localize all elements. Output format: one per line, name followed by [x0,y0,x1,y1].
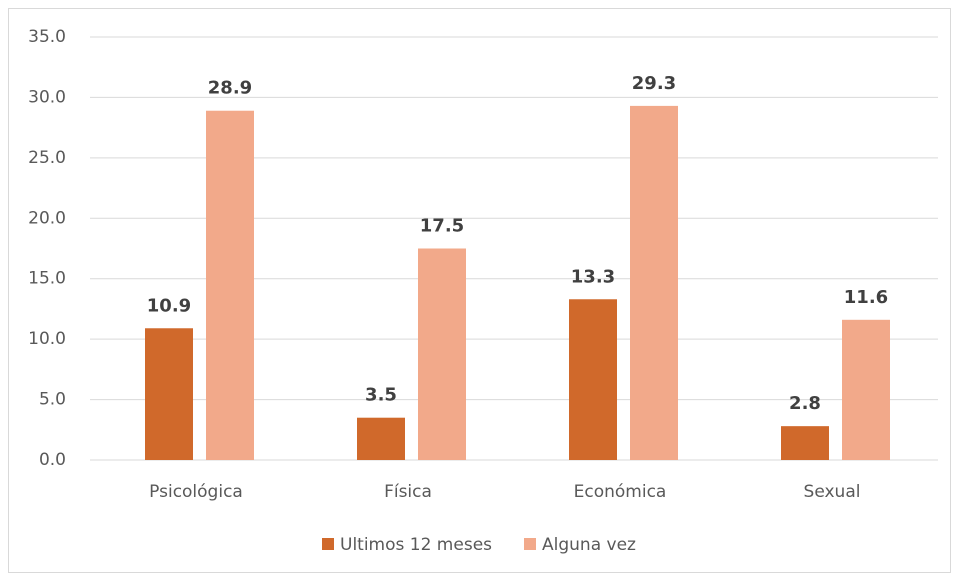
legend-label: Ultimos 12 meses [340,535,492,555]
x-tick-label: Económica [574,482,667,502]
bar [842,319,890,460]
bar [630,105,678,460]
bar [206,110,254,461]
value-label: 10.9 [147,295,191,316]
x-tick-label: Psicológica [149,482,243,502]
y-tick-label: 10.0 [28,329,66,349]
bar [569,299,617,460]
chart-border [8,8,951,573]
value-label: 17.5 [420,216,464,237]
y-tick-label: 35.0 [28,27,66,47]
value-label: 13.3 [571,266,615,287]
x-tick-label: Sexual [804,482,861,502]
y-tick-label: 5.0 [39,390,66,410]
value-label: 11.6 [844,287,888,308]
bar [357,417,405,460]
value-label: 28.9 [208,78,252,99]
bar [418,248,466,460]
y-tick-label: 20.0 [28,208,66,228]
legend-label: Alguna vez [542,535,636,555]
y-tick-label: 15.0 [28,269,66,289]
bar [781,426,829,460]
value-label: 2.8 [789,393,821,414]
value-label: 29.3 [632,73,676,94]
x-tick-label: Física [384,482,432,502]
bar [145,328,193,460]
legend-swatch [322,538,334,550]
y-tick-label: 25.0 [28,148,66,168]
y-tick-label: 0.0 [39,450,66,470]
y-tick-label: 30.0 [28,87,66,107]
legend-swatch [524,538,536,550]
value-label: 3.5 [365,385,397,406]
